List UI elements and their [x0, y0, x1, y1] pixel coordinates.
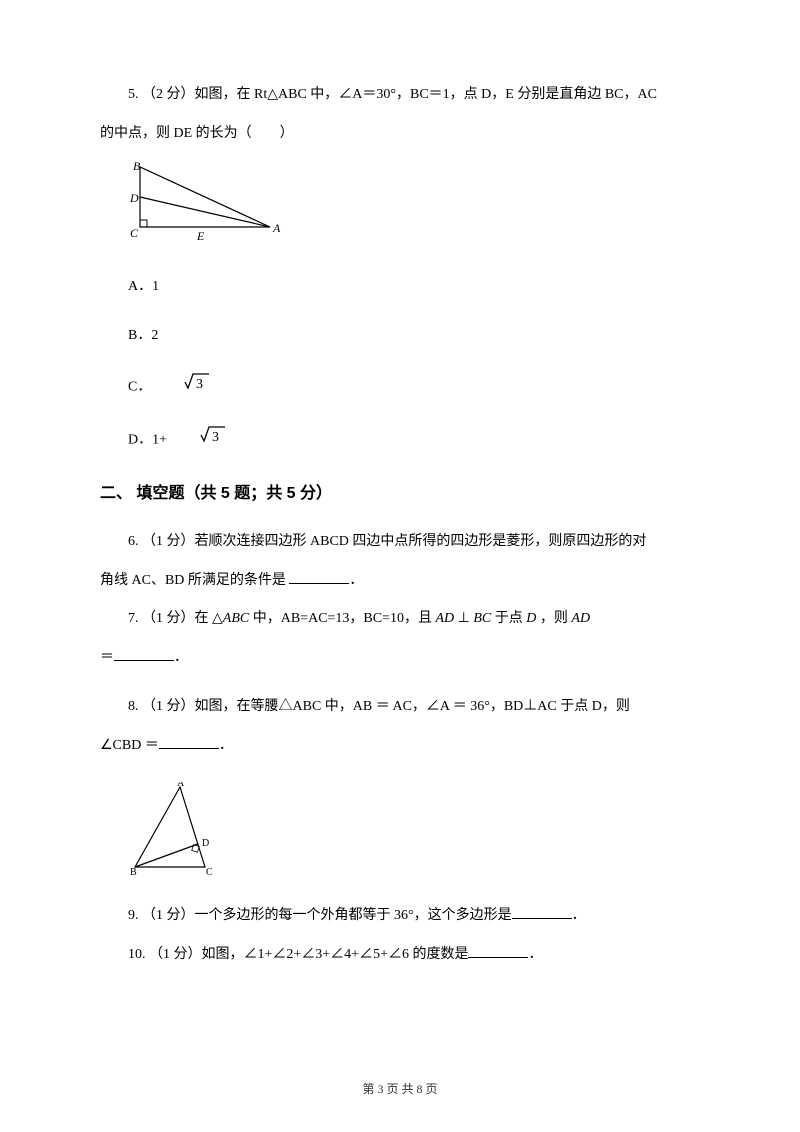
question-7-line1: 7. （1 分）在 △ABC 中，AB=AC=13，BC=10，且 AD ⊥ B…: [100, 604, 700, 635]
q7-ad2: AD: [571, 611, 590, 626]
q9-blank: [512, 903, 572, 920]
q7-d: D: [526, 611, 536, 626]
q5-option-c-prefix: C．: [128, 380, 151, 395]
q7-mid1: 中，AB=AC=13，BC=10，且: [249, 611, 435, 626]
question-5-line2: 的中点，则 DE 的长为（ ）: [100, 119, 700, 150]
svg-text:D: D: [202, 838, 209, 849]
svg-text:C: C: [206, 867, 213, 877]
q7-bc: BC: [473, 611, 491, 626]
svg-text:A: A: [177, 782, 185, 789]
question-6-line2: 角线 AC、BD 所满足的条件是 ．: [100, 566, 700, 597]
sqrt3-icon: 3: [155, 370, 211, 405]
question-8-line2: ∠CBD ＝ ．: [100, 731, 700, 762]
q7-mid3: ，则: [536, 611, 571, 626]
question-8-line1: 8. （1 分）如图，在等腰△ABC 中，AB ＝ AC，∠A ＝ 36°，BD…: [100, 692, 700, 723]
q6-line2-prefix: 角线 AC、BD 所满足的条件是: [100, 573, 289, 588]
q5-diagram: B D C E A: [130, 162, 700, 255]
svg-text:D: D: [130, 191, 139, 205]
q7-mid2: 于点: [491, 611, 526, 626]
question-9: 9. （1 分）一个多边形的每一个外角都等于 36°，这个多边形是 ．: [100, 901, 700, 932]
q9-prefix: 9. （1 分）一个多边形的每一个外角都等于 36°，这个多边形是: [128, 908, 512, 923]
svg-text:A: A: [272, 221, 281, 235]
svg-text:3: 3: [196, 377, 203, 392]
q6-blank: [289, 567, 349, 584]
q7-triangle: △ABC: [212, 611, 249, 626]
q10-prefix: 10. （1 分）如图，∠1+∠2+∠3+∠4+∠5+∠6 的度数是: [128, 947, 468, 962]
q5-option-d-prefix: D．1+: [128, 432, 167, 447]
page-footer: 第 3 页 共 8 页: [0, 1076, 800, 1102]
q5-option-b: B．2: [100, 321, 700, 352]
q9-suffix: ．: [572, 908, 586, 923]
svg-text:3: 3: [212, 430, 219, 445]
q6-line2-suffix: ．: [349, 573, 363, 588]
q10-suffix: ．: [528, 947, 542, 962]
q7-line2-prefix: ＝: [100, 650, 114, 665]
question-6-line1: 6. （1 分）若顺次连接四边形 ABCD 四边中点所得的四边形是菱形，则原四边…: [100, 527, 700, 558]
q8-line2-prefix: ∠CBD ＝: [100, 738, 159, 753]
q7-ad: AD: [436, 611, 455, 626]
sqrt3-icon: 3: [171, 423, 227, 458]
q5-option-c: C． 3: [100, 370, 700, 405]
svg-text:E: E: [196, 229, 205, 242]
q5-option-a: A．1: [100, 272, 700, 303]
question-5-line1: 5. （2 分）如图，在 Rt△ABC 中，∠A＝30°，BC＝1，点 D，E …: [100, 80, 700, 111]
svg-text:B: B: [130, 867, 137, 877]
svg-text:C: C: [130, 226, 139, 240]
question-10: 10. （1 分）如图，∠1+∠2+∠3+∠4+∠5+∠6 的度数是 ．: [100, 940, 700, 971]
svg-text:B: B: [133, 162, 141, 173]
q7-perp: ⊥: [454, 611, 473, 626]
q5-option-d: D．1+ 3: [100, 423, 700, 458]
q7-line2-suffix: ．: [174, 650, 188, 665]
q7-prefix: 7. （1 分）在: [128, 611, 212, 626]
section-2-title: 二、 填空题（共 5 题；共 5 分）: [100, 476, 700, 511]
q7-blank: [114, 644, 174, 661]
q8-blank: [159, 732, 219, 749]
question-7-line2: ＝．: [100, 643, 700, 674]
q8-line2-suffix: ．: [219, 738, 233, 753]
q10-blank: [468, 941, 528, 958]
q8-diagram: A B C D: [130, 782, 700, 890]
